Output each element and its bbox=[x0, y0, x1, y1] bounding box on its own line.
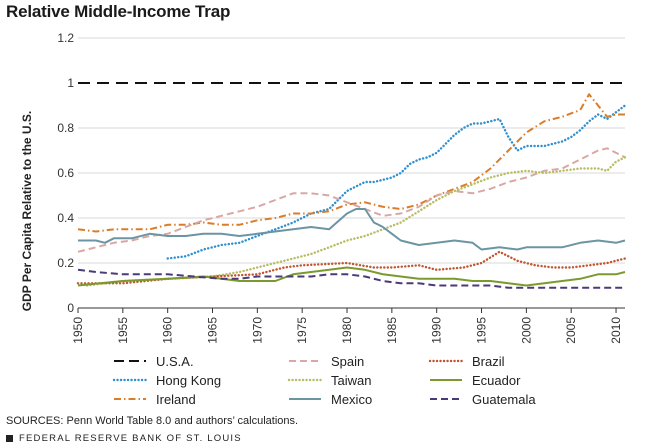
legend-item: Ecuador bbox=[428, 371, 520, 389]
legend-swatch bbox=[289, 360, 321, 362]
footer-square-icon bbox=[6, 435, 13, 442]
legend-swatch bbox=[114, 360, 146, 362]
y-tick-label: 0.8 bbox=[57, 121, 74, 135]
y-tick-label: 0.2 bbox=[57, 256, 74, 270]
footer-text: FEDERAL RESERVE BANK OF ST. LOUIS bbox=[19, 433, 242, 444]
x-tick-label: 1975 bbox=[295, 317, 309, 344]
footer: FEDERAL RESERVE BANK OF ST. LOUIS bbox=[6, 433, 242, 444]
chart-title: Relative Middle-Income Trap bbox=[6, 2, 231, 21]
x-tick-label: 2005 bbox=[564, 317, 578, 344]
legend-label: Hong Kong bbox=[156, 372, 222, 388]
legend-item: Taiwan bbox=[287, 371, 371, 389]
gridlines bbox=[78, 37, 625, 264]
legend: U.S.A. Spain Brazil Hong Kong Taiwan Ecuador I… bbox=[112, 352, 652, 412]
y-tick-label: 0.4 bbox=[57, 211, 74, 225]
legend-item: Spain bbox=[287, 352, 364, 370]
x-tick-label: 1990 bbox=[430, 317, 444, 344]
series-line-hong-kong bbox=[166, 104, 627, 260]
legend-item: Ireland bbox=[112, 390, 196, 408]
legend-item: Mexico bbox=[287, 390, 372, 408]
legend-label: Mexico bbox=[331, 391, 373, 407]
x-tick-label: 1970 bbox=[250, 317, 264, 344]
x-tick-label: 1950 bbox=[71, 317, 85, 344]
y-tick-label: 1 bbox=[67, 76, 74, 90]
series-lines bbox=[76, 82, 627, 289]
legend-swatch bbox=[114, 398, 146, 400]
axes: 0 0.2 0.4 0.6 0.8 1 1.2 1950 1955 1960 1965 1970 197… bbox=[57, 31, 625, 344]
legend-label: Ireland bbox=[156, 391, 196, 407]
legend-label: Brazil bbox=[472, 353, 505, 369]
series-line-guatemala bbox=[77, 268, 625, 289]
legend-swatch bbox=[430, 398, 462, 400]
legend-label: Spain bbox=[331, 353, 365, 369]
line-chart: 0 0.2 0.4 0.6 0.8 1 1.2 1950 1955 1960 1965 1970 197… bbox=[20, 31, 627, 344]
y-tick-label: 0.6 bbox=[57, 166, 74, 180]
legend-item: U.S.A. bbox=[112, 352, 194, 370]
legend-swatch bbox=[287, 378, 323, 382]
series-line-mexico bbox=[78, 208, 626, 251]
series-line-brazil bbox=[76, 250, 627, 285]
legend-swatch bbox=[428, 359, 464, 363]
legend-label: Guatemala bbox=[472, 391, 536, 407]
legend-item: Brazil bbox=[428, 352, 505, 370]
legend-label: Ecuador bbox=[472, 372, 521, 388]
series-line-spain bbox=[77, 147, 626, 253]
y-tick-label: 1.2 bbox=[57, 31, 74, 45]
x-tick-label: 1985 bbox=[385, 317, 399, 344]
legend-item: Hong Kong bbox=[112, 371, 221, 389]
y-tick-label: 0 bbox=[67, 301, 74, 315]
x-tick-label: 1955 bbox=[116, 317, 130, 344]
legend-label: U.S.A. bbox=[156, 353, 194, 369]
x-tick-label: 1960 bbox=[161, 317, 175, 344]
y-axis-label: GDP Per Capita Relative to the U.S. bbox=[20, 111, 34, 312]
x-tick-label: 1995 bbox=[475, 317, 489, 344]
legend-swatch bbox=[289, 398, 321, 400]
legend-swatch bbox=[430, 379, 462, 381]
x-tick-label: 1980 bbox=[340, 317, 354, 344]
series-line-ecuador bbox=[77, 266, 626, 287]
source-note: SOURCES: Penn World Table 8.0 and author… bbox=[6, 415, 299, 427]
legend-item: Guatemala bbox=[428, 390, 536, 408]
series-line-taiwan bbox=[85, 156, 627, 287]
series-line-ireland bbox=[77, 93, 625, 233]
legend-swatch bbox=[112, 378, 148, 382]
x-tick-label: 1965 bbox=[206, 317, 220, 344]
legend-label: Taiwan bbox=[331, 372, 372, 388]
x-tick-label: 2000 bbox=[519, 317, 533, 344]
x-tick-label: 2010 bbox=[609, 317, 623, 344]
